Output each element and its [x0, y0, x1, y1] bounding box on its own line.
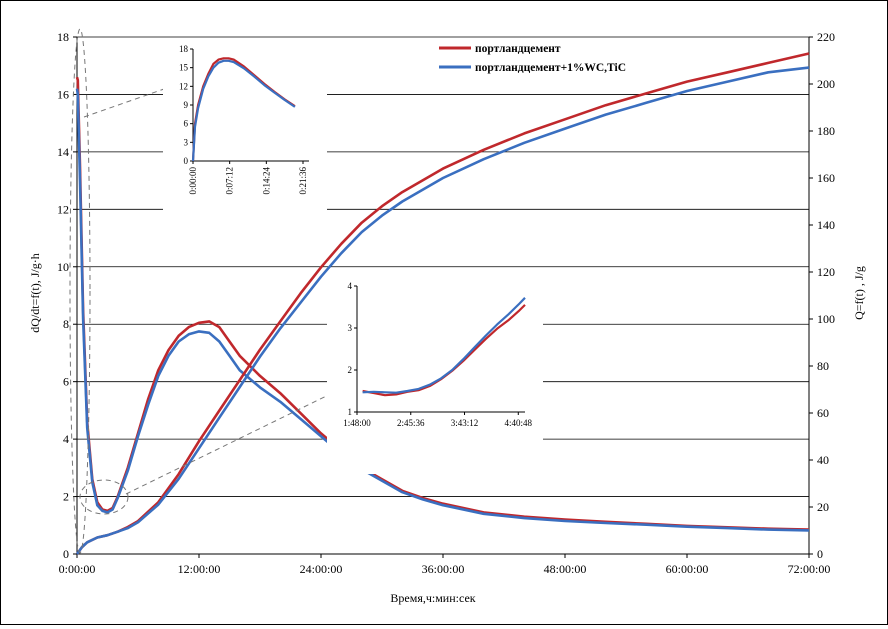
y-left-tick-7: 14 [57, 145, 69, 159]
x-tick-4: 48:00:00 [544, 562, 587, 576]
y-left-tick-6: 12 [57, 202, 69, 216]
x-tick-6: 72:00:00 [788, 562, 831, 576]
y-right-tick-11: 220 [817, 30, 835, 44]
series-cumulative-3 [75, 66, 810, 555]
y-right-tick-8: 160 [817, 171, 835, 185]
inset-early-y-tick-5: 15 [179, 63, 189, 73]
inset-induction-y-tick-2: 3 [348, 323, 353, 333]
inset-induction-background [327, 278, 543, 474]
inset-early-y-tick-1: 3 [184, 137, 189, 147]
y-right-tick-6: 120 [817, 265, 835, 279]
zoom-ellipse-early [69, 28, 91, 554]
zoom-line-early [83, 88, 165, 118]
inset-induction-y-tick-0: 1 [348, 407, 353, 417]
zoom-line-induction [125, 380, 358, 495]
legend-label-0: портландцемент [475, 43, 561, 55]
inset-early-y-tick-2: 6 [184, 119, 189, 129]
legend: портландцемент портландцемент+1%WC,TiC [439, 43, 626, 74]
y-right-tick-labels: 0 20 40 60 80 100 120 140 160 180 200 220 [809, 30, 835, 561]
y-left-tick-8: 16 [57, 87, 69, 101]
inset-early-x-tick-3: 0:21:36 [298, 167, 308, 195]
series-group [75, 52, 810, 555]
y-right-axis-title: Q=f(t) , J/g [852, 266, 866, 320]
inset-induction-x-tick-0: 1:48:00 [343, 418, 371, 428]
y-right-tick-10: 200 [817, 77, 835, 91]
legend-label-1: портландцемент+1%WC,TiC [475, 62, 626, 74]
x-tick-1: 12:00:00 [178, 562, 221, 576]
inset-early-x-tick-2: 0:14:24 [261, 167, 271, 195]
y-right-tick-5: 100 [817, 312, 835, 326]
y-left-tick-0: 0 [63, 547, 69, 561]
y-right-tick-9: 180 [817, 124, 835, 138]
inset-induction-x-tick-3: 4:40:48 [505, 418, 533, 428]
y-left-tick-4: 8 [63, 317, 69, 331]
inset-early: 0 3 6 9 12 15 18 0:00:00 0:07:12 0:14:24 0:21:36 [163, 41, 327, 223]
inset-early-x-tick-0: 0:00:00 [188, 167, 198, 195]
y-right-tick-3: 60 [817, 406, 829, 420]
y-right-tick-1: 20 [817, 500, 829, 514]
inset-induction-x-tick-2: 3:43:12 [451, 418, 479, 428]
series-rate-1 [75, 88, 810, 532]
inset-early-series-1 [191, 59, 296, 162]
zoom-guides [69, 28, 358, 554]
zoom-ellipse-induction [79, 479, 129, 515]
x-tick-0: 0:00:00 [59, 562, 96, 576]
inset-early-y-tick-3: 9 [184, 100, 189, 110]
y-right-tick-4: 80 [817, 359, 829, 373]
inset-early-y-tick-4: 12 [179, 81, 188, 91]
inset-early-background [163, 41, 327, 223]
y-left-tick-9: 18 [57, 30, 69, 44]
y-right-tick-0: 0 [817, 547, 823, 561]
x-tick-5: 60:00:00 [666, 562, 709, 576]
y-right-tick-2: 40 [817, 453, 829, 467]
y-left-tick-2: 4 [63, 432, 69, 446]
inset-induction: 1 2 3 4 1:48:00 2:45:36 3:43:12 4:40:48 [327, 278, 543, 474]
x-tick-2: 24:00:00 [300, 562, 343, 576]
x-axis-title: Время,ч:мин:сек [390, 591, 475, 605]
y-left-tick-3: 6 [63, 375, 69, 389]
y-left-tick-labels: 0 2 4 6 8 10 12 14 16 18 [57, 30, 77, 561]
inset-early-y-tick-0: 0 [184, 156, 189, 166]
x-tick-labels: 0:00:00 12:00:00 24:00:00 36:00:00 48:00:00 6… [59, 554, 831, 576]
y-right-tick-7: 140 [817, 218, 835, 232]
y-left-axis-title: dQ/dt=f(t), J/g·h [28, 253, 42, 332]
y-left-tick-5: 10 [57, 260, 69, 274]
x-tick-3: 36:00:00 [422, 562, 465, 576]
inset-early-x-tick-1: 0:07:12 [225, 167, 235, 195]
inset-early-y-tick-6: 18 [179, 44, 189, 54]
y-left-tick-1: 2 [63, 490, 69, 504]
inset-induction-x-tick-1: 2:45:36 [397, 418, 425, 428]
inset-induction-y-tick-1: 2 [348, 365, 353, 375]
inset-induction-series-1 [362, 297, 526, 394]
inset-induction-y-tick-3: 4 [348, 281, 353, 291]
